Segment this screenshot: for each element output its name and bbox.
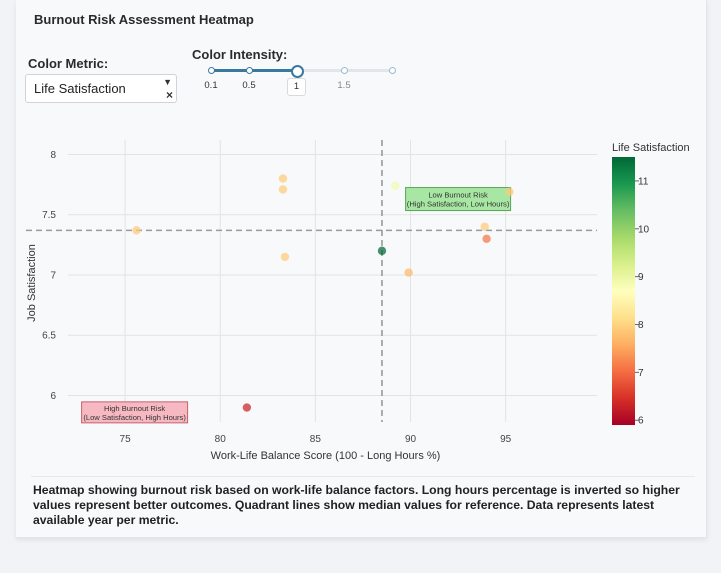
annotation-title: Low Burnout Risk	[428, 191, 488, 200]
slider-mark-dot	[341, 66, 348, 74]
colorbar-tick-label: 10	[638, 224, 650, 235]
data-point	[482, 234, 491, 244]
x-tick-label: 85	[310, 434, 322, 445]
data-point	[391, 181, 400, 190]
y-tick-label: 6.5	[42, 331, 56, 342]
page-title: Burnout Risk Assessment Heatmap	[34, 12, 254, 27]
slider-track-fill	[211, 69, 297, 72]
data-point	[242, 403, 252, 412]
slider-value-tooltip: 1	[287, 78, 306, 96]
y-axis-label: Job Satisfaction	[26, 244, 38, 322]
chevron-down-icon[interactable]: ▼	[163, 77, 172, 87]
data-point	[480, 222, 489, 231]
axes: 75 80 85 90 95 6 6.5 7 7.5 8	[42, 150, 512, 445]
colorbar-ticks: 6 7 8 9 10 11	[635, 176, 650, 427]
annotation-box	[81, 401, 189, 424]
x-tick-label: 75	[120, 434, 132, 445]
data-point	[132, 226, 141, 235]
x-tick-label: 90	[405, 434, 417, 445]
colorbar	[612, 157, 635, 425]
data-point	[278, 174, 288, 183]
median-lines	[26, 140, 597, 422]
annotation-box	[405, 187, 512, 212]
data-point	[278, 185, 288, 194]
y-tick-label: 7.5	[42, 210, 56, 221]
color-intensity-slider[interactable]: 0.1 0.5 1.5 1	[190, 60, 410, 100]
color-metric-label: Color Metric:	[28, 56, 109, 71]
colorbar-tick-label: 8	[638, 320, 644, 331]
slider-mark-dot	[389, 66, 396, 74]
data-point	[404, 268, 413, 277]
slider-mark-label: 0.5	[242, 80, 256, 91]
slider-mark-dot	[246, 66, 253, 74]
chart-caption: Heatmap showing burnout risk based on wo…	[33, 483, 680, 527]
annotations: Low Burnout Risk(High Satisfaction, Low …	[81, 187, 512, 424]
clear-icon[interactable]: ×	[165, 88, 173, 102]
y-tick-label: 6	[50, 391, 56, 402]
colorbar-tick-label: 11	[638, 176, 649, 187]
colorbar-tick-label: 6	[638, 416, 644, 427]
data-point	[377, 246, 387, 256]
annotation-title: High Burnout Risk	[104, 404, 165, 413]
gridlines	[68, 140, 597, 422]
slider-mark-dot	[208, 66, 215, 74]
colorbar-title: Life Satisfaction	[612, 142, 690, 154]
color-metric-value: Life Satisfaction	[34, 81, 126, 96]
annotation-subtitle: (High Satisfaction, Low Hours)	[407, 200, 510, 209]
slider-mark-label: 0.1	[204, 80, 218, 91]
caption-divider	[31, 476, 695, 477]
y-tick-label: 7	[50, 270, 56, 281]
annotation-subtitle: (Low Satisfaction, High Hours)	[83, 413, 186, 422]
x-tick-label: 95	[500, 434, 512, 445]
slider-handle[interactable]	[291, 65, 304, 78]
data-points	[132, 174, 514, 412]
x-tick-label: 80	[215, 434, 227, 445]
y-tick-label: 8	[50, 150, 56, 161]
color-metric-dropdown[interactable]: Life Satisfaction ▼ ×	[25, 74, 177, 103]
data-point	[505, 187, 514, 197]
color-intensity-label: Color Intensity:	[192, 47, 288, 62]
colorbar-tick-label: 7	[638, 368, 644, 379]
slider-mark-label: 1.5	[337, 80, 351, 91]
data-point	[280, 252, 290, 262]
colorbar-tick-label: 9	[638, 272, 644, 283]
x-axis-label: Work-Life Balance Score (100 - Long Hour…	[211, 450, 441, 462]
